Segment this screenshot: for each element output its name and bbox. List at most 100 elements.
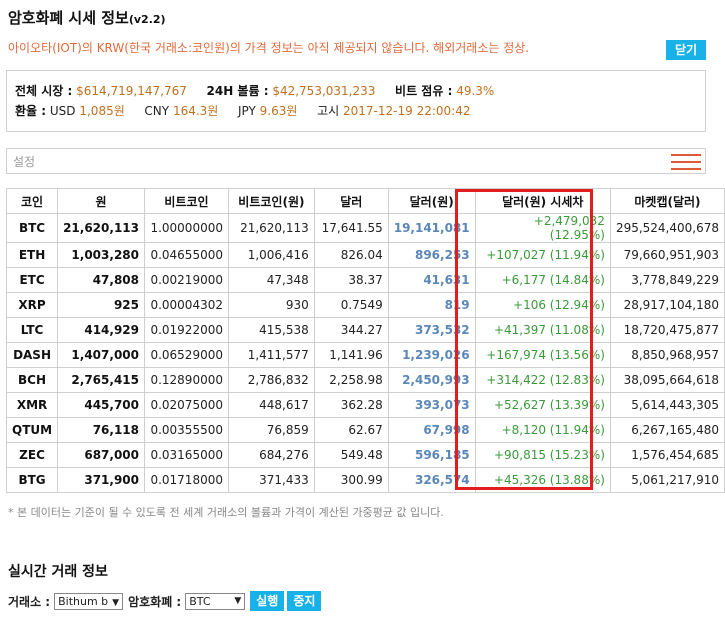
cny-label: CNY	[144, 104, 170, 118]
cell-coin: ETH	[5, 242, 59, 268]
cell-market-cap: 5,061,217,910	[609, 467, 725, 493]
market-cap-label: 전체 시장 :	[15, 84, 73, 98]
exchange-select[interactable]: Bithum b ▼	[54, 592, 124, 610]
cell-coin: ZEC	[5, 442, 59, 468]
market-cap-value: $614,719,147,767	[76, 84, 187, 98]
market-summary: 전체 시장 : $614,719,147,767 24H 볼륨 : $42,75…	[6, 70, 706, 132]
footnote: * 본 데이터는 기준이 될 수 있도록 전 세계 거래소의 볼륨과 가격이 계…	[8, 506, 444, 519]
cell-btc: 0.03165000	[144, 442, 229, 468]
chevron-down-icon: ▼	[112, 597, 120, 608]
column-header-krw[interactable]: 원	[57, 188, 145, 214]
table-row: LTC 414,929 0.01922000 415,538 344.27 373,532…	[5, 317, 725, 343]
cell-usd: 17,641.55	[313, 213, 389, 243]
cny-value: 164.3원	[172, 104, 219, 118]
coin-select-value: BTC	[189, 594, 211, 608]
cell-btc-krw: 1,411,577	[227, 342, 315, 368]
cell-market-cap: 79,660,951,903	[609, 242, 725, 268]
cell-usd-krw: 2,450,993	[387, 367, 476, 393]
usd-label: USD	[49, 104, 76, 118]
exchange-label: 거래소 :	[8, 594, 51, 609]
notice-time-value: 2017-12-19 22:00:42	[343, 104, 471, 118]
cell-btc-krw: 684,276	[227, 442, 315, 468]
table-row: QTUM 76,118 0.00355500 76,859 62.67 67,998 +8,…	[5, 417, 725, 443]
cell-coin: BTC	[5, 213, 59, 243]
cell-krw: 47,808	[57, 267, 145, 293]
cell-btc: 0.01922000	[144, 317, 229, 343]
cell-krw: 687,000	[57, 442, 145, 468]
cell-premium: +52,627 (13.39%)	[474, 392, 611, 418]
btc-dominance-label: 비트 점유 :	[395, 84, 453, 98]
table-row: BCH 2,765,415 0.12890000 2,786,832 2,258.98 2…	[5, 367, 725, 393]
version-label: (v2.2)	[128, 13, 166, 26]
cell-usd-krw: 896,253	[387, 242, 476, 268]
cell-coin: DASH	[5, 342, 59, 368]
column-header-usd[interactable]: 달러	[313, 188, 389, 214]
cell-premium: +8,120 (11.94%)	[474, 417, 611, 443]
cell-market-cap: 18,720,475,877	[609, 317, 725, 343]
realtime-section-title: 실시간 거래 정보	[8, 564, 108, 580]
coin-label: 암호화폐 :	[128, 594, 182, 609]
table-row: ZEC 687,000 0.03165000 684,276 549.48 596,185…	[5, 442, 725, 468]
stop-button[interactable]: 중지	[287, 591, 322, 611]
cell-usd: 38.37	[313, 267, 389, 293]
cell-premium: +41,397 (11.08%)	[474, 317, 611, 343]
cell-usd: 62.67	[313, 417, 389, 443]
cell-btc: 0.00004302	[144, 292, 229, 318]
hamburger-icon[interactable]	[671, 154, 701, 170]
cell-usd: 300.99	[313, 467, 389, 493]
cell-btc-krw: 415,538	[227, 317, 315, 343]
cell-btc: 0.00219000	[144, 267, 229, 293]
cell-market-cap: 3,778,849,229	[609, 267, 725, 293]
cell-usd: 362.28	[313, 392, 389, 418]
cell-btc: 1.00000000	[144, 213, 229, 243]
column-header-market-cap[interactable]: 마켓캡(달러)	[609, 188, 725, 214]
coin-select[interactable]: BTC ▼	[185, 592, 246, 610]
cell-coin: LTC	[5, 317, 59, 343]
cell-btc-krw: 371,433	[227, 467, 315, 493]
notice-text: 아이오타(IOT)의 KRW(한국 거래소:코인원)의 가격 정보는 아직 제공…	[8, 41, 530, 55]
cell-coin: ETC	[5, 267, 59, 293]
jpy-label: JPY	[238, 104, 256, 118]
table-row: DASH 1,407,000 0.06529000 1,411,577 1,141.96…	[5, 342, 725, 368]
column-header-usd-krw[interactable]: 달러(원)	[387, 188, 476, 214]
cell-market-cap: 6,267,165,480	[609, 417, 725, 443]
btc-dominance-value: 49.3%	[456, 84, 495, 98]
fx-label: 환율 :	[15, 104, 47, 118]
cell-usd: 549.48	[313, 442, 389, 468]
summary-row-fx: 환율 : USD 1,085원 CNY 164.3원 JPY 9.63원 고시 …	[15, 101, 697, 121]
cell-btc: 0.00355500	[144, 417, 229, 443]
column-header-premium[interactable]: 달러(원) 시세차	[474, 188, 611, 214]
close-button[interactable]: 닫기	[666, 40, 706, 60]
cell-premium: +106 (12.94%)	[474, 292, 611, 318]
cell-usd-krw: 819	[387, 292, 476, 318]
cell-krw: 925	[57, 292, 145, 318]
cell-btc-krw: 21,620,113	[227, 213, 315, 243]
cell-usd-krw: 596,185	[387, 442, 476, 468]
table-row: ETC 47,808 0.00219000 47,348 38.37 41,631 +6,1…	[5, 267, 725, 293]
cell-market-cap: 28,917,104,180	[609, 292, 725, 318]
cell-btc: 0.04655000	[144, 242, 229, 268]
cell-krw: 21,620,113	[57, 213, 145, 243]
column-header-coin[interactable]: 코인	[5, 188, 59, 214]
column-header-btc-krw[interactable]: 비트코인(원)	[227, 188, 315, 214]
cell-premium: +107,027 (11.94%)	[474, 242, 611, 268]
cell-btc-krw: 930	[227, 292, 315, 318]
cell-premium: +2,479,032 (12.95%)	[474, 213, 611, 243]
cell-krw: 76,118	[57, 417, 145, 443]
summary-row-market: 전체 시장 : $614,719,147,767 24H 볼륨 : $42,75…	[15, 81, 697, 101]
settings-bar[interactable]: 설정	[6, 148, 706, 174]
price-table: 코인 원 비트코인 비트코인(원) 달러 달러(원) 달러(원) 시세차 마켓캡…	[5, 188, 725, 493]
cell-usd-krw: 393,073	[387, 392, 476, 418]
cell-btc-krw: 448,617	[227, 392, 315, 418]
cell-market-cap: 38,095,664,618	[609, 367, 725, 393]
column-header-btc[interactable]: 비트코인	[144, 188, 229, 214]
cell-premium: +45,326 (13.88%)	[474, 467, 611, 493]
cell-usd: 826.04	[313, 242, 389, 268]
cell-usd-krw: 1,239,026	[387, 342, 476, 368]
cell-coin: XMR	[5, 392, 59, 418]
run-button[interactable]: 실행	[250, 591, 285, 611]
cell-krw: 2,765,415	[57, 367, 145, 393]
cell-premium: +314,422 (12.83%)	[474, 367, 611, 393]
usd-value: 1,085원	[79, 104, 125, 118]
realtime-controls: 거래소 : Bithum b ▼ 암호화폐 : BTC ▼ 실행 중지	[8, 591, 322, 611]
